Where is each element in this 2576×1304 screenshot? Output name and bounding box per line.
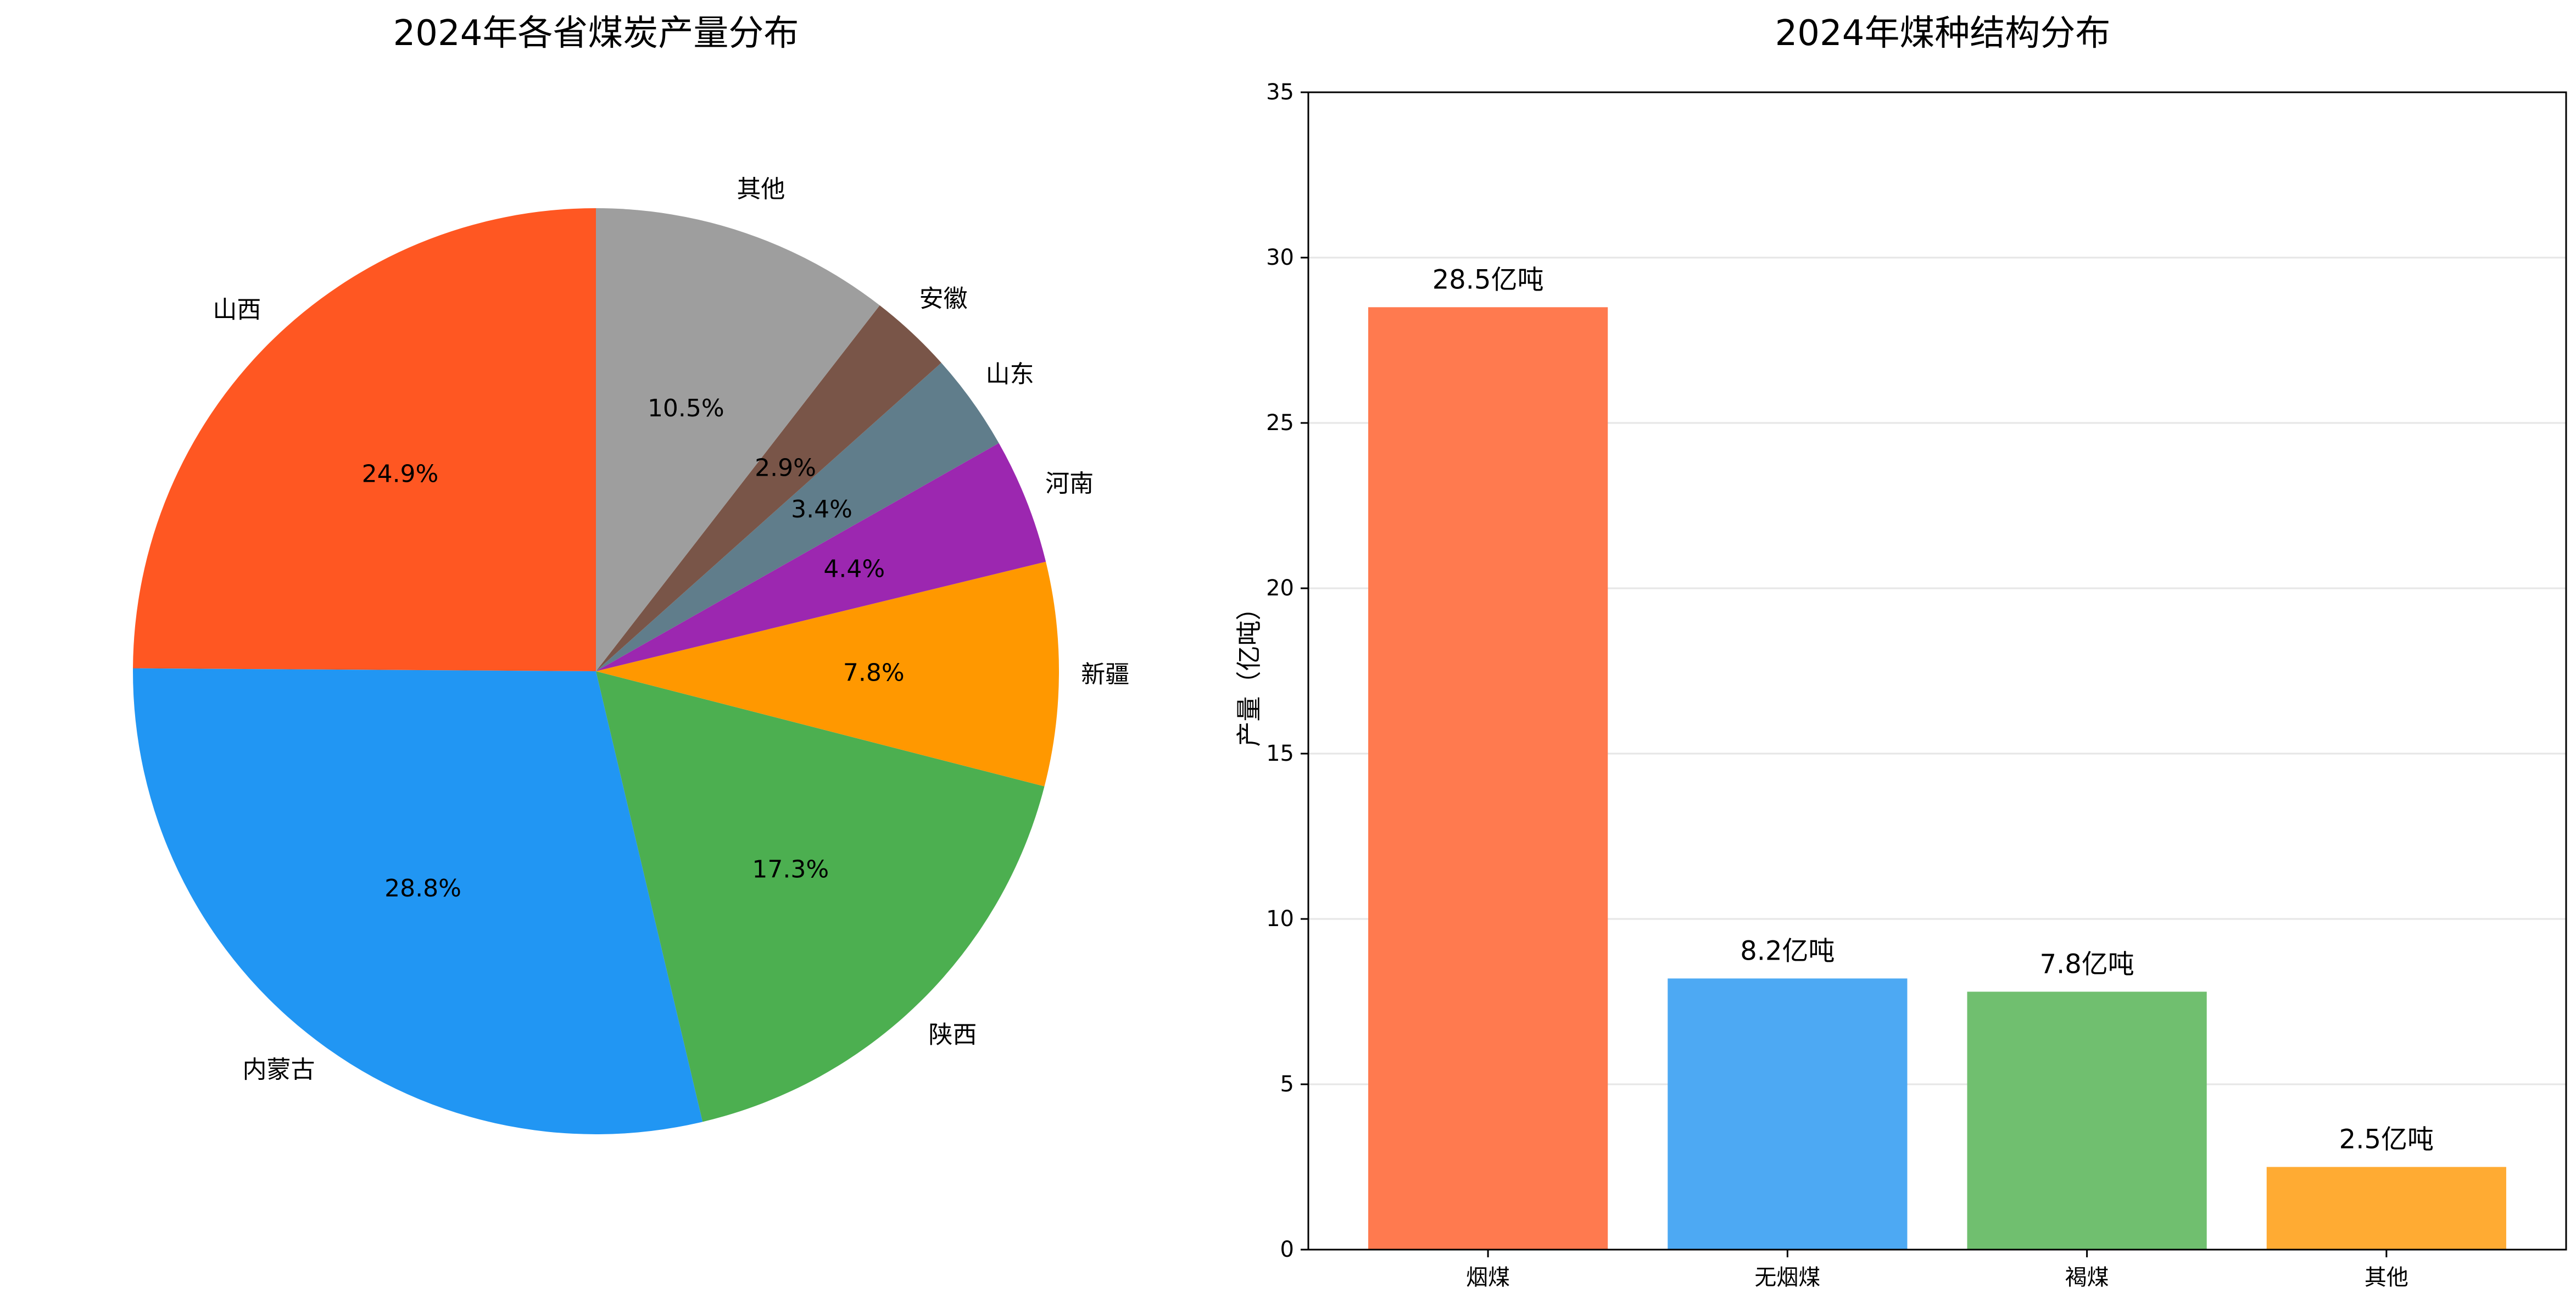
pie-slice-percent-7: 10.5% [648,394,724,422]
bar-chart: 2024年煤种结构分布 28.5亿吨 8.2亿吨 7.8亿吨 2.5亿吨 0 5 10 15… [1234,13,2567,1290]
y-tick-label-4: 20 [1266,576,1294,601]
pie-slice-label-5: 山东 [986,360,1034,388]
pie-slice-percent-4: 4.4% [823,555,885,583]
pie-slice-2 [596,671,1045,1122]
bar-plot-frame [1307,91,2567,1251]
bar-y-axis-label: 产量（亿吨） [1234,595,1264,747]
pie-slice-label-3: 新疆 [1081,660,1129,688]
pie-slice-label-4: 河南 [1045,470,1094,498]
bar-chart-axes [1307,91,2567,1251]
pie-slice-7 [596,208,880,671]
pie-chart-title: 2024年各省煤炭产量分布 [393,13,799,54]
pie-slice-label-1: 内蒙古 [242,1056,315,1084]
pie-slice-6 [596,305,941,671]
bar-3 [2266,1167,2506,1250]
x-tick-label-2: 褐煤 [2065,1265,2109,1290]
pie-slice-label-7: 其他 [737,175,785,203]
bar-value-label-2: 7.8亿吨 [2039,949,2134,979]
pie-labels: 24.9% 山西 28.8% 内蒙古 17.3% 陕西 7.8% 新疆 4.4% 河南 3.4% 山东… [213,175,1129,1084]
bar-x-ticks: 烟煤 无烟煤 褐煤 其他 [1466,1250,2408,1290]
y-tick-label-3: 15 [1266,741,1294,766]
bar-value-label-0: 28.5亿吨 [1432,264,1544,295]
y-tick-label-7: 35 [1266,80,1294,105]
bar-2 [1967,991,2207,1250]
pie-slice-percent-5: 3.4% [791,495,852,523]
y-tick-label-0: 0 [1280,1237,1294,1262]
bar-value-label-1: 8.2亿吨 [1740,935,1835,966]
y-tick-label-1: 5 [1280,1072,1294,1097]
x-tick-label-0: 烟煤 [1466,1265,1510,1290]
pie-slice-percent-0: 24.9% [362,460,439,488]
bar-0 [1368,307,1608,1250]
pie-slice-label-2: 陕西 [928,1021,977,1049]
pie-chart: 2024年各省煤炭产量分布 24.9% 山西 28.8% 内蒙古 17.3% 陕西 7.8%… [133,13,1129,1134]
bar-value-labels: 28.5亿吨 8.2亿吨 7.8亿吨 2.5亿吨 [1432,264,2434,1155]
y-tick-label-2: 10 [1266,906,1294,932]
bar-chart-bars [1368,307,2506,1250]
pie-slices [133,208,1059,1134]
pie-slice-3 [596,561,1059,787]
bar-value-label-3: 2.5亿吨 [2339,1124,2434,1155]
x-tick-label-3: 其他 [2365,1265,2408,1290]
pie-slice-percent-2: 17.3% [752,856,829,884]
pie-slice-percent-3: 7.8% [843,659,905,687]
y-tick-label-6: 30 [1266,245,1294,270]
pie-slice-percent-6: 2.9% [755,454,816,482]
x-tick-label-1: 无烟煤 [1754,1265,1820,1290]
pie-slice-label-0: 山西 [213,296,261,324]
pie-slice-1 [133,668,703,1134]
bar-y-ticks: 0 5 10 15 20 25 30 35 [1266,80,1308,1262]
pie-slice-0 [133,208,596,671]
y-tick-label-5: 25 [1266,410,1294,436]
pie-slice-4 [596,443,1046,671]
pie-slice-5 [596,363,999,671]
bar-1 [1668,978,1908,1250]
bar-chart-title: 2024年煤种结构分布 [1775,13,2111,54]
pie-slice-percent-1: 28.8% [384,874,461,902]
pie-slice-label-6: 安徽 [919,285,968,313]
